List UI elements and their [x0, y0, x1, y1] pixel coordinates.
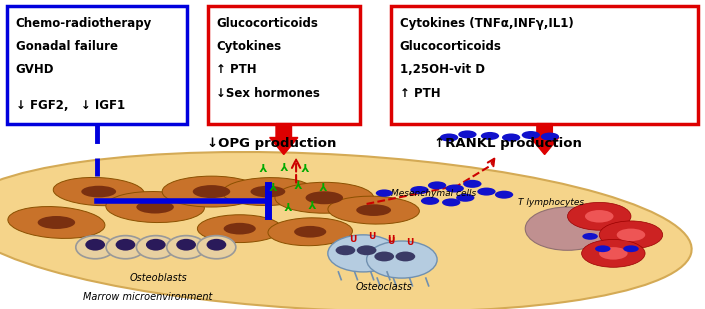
Text: U: U — [407, 238, 414, 247]
Text: Y: Y — [282, 159, 289, 169]
Ellipse shape — [356, 204, 391, 216]
Ellipse shape — [197, 236, 235, 259]
Text: Osteoclasts: Osteoclasts — [356, 282, 412, 292]
Text: Y: Y — [303, 160, 310, 170]
Text: Osteoblasts: Osteoblasts — [130, 273, 188, 283]
Ellipse shape — [106, 192, 204, 222]
Ellipse shape — [106, 236, 145, 259]
Circle shape — [481, 132, 499, 140]
Ellipse shape — [81, 186, 116, 197]
Ellipse shape — [367, 241, 437, 278]
Text: ↓ FGF2,   ↓ IGF1: ↓ FGF2, ↓ IGF1 — [16, 99, 125, 112]
Ellipse shape — [275, 182, 374, 213]
Circle shape — [623, 245, 639, 252]
Text: Y: Y — [296, 177, 303, 187]
Text: Y: Y — [286, 199, 293, 209]
Ellipse shape — [54, 177, 144, 206]
Text: ↓Sex hormones: ↓Sex hormones — [216, 87, 320, 99]
FancyArrow shape — [531, 124, 559, 154]
Text: U: U — [368, 232, 375, 241]
Ellipse shape — [599, 247, 627, 260]
Ellipse shape — [357, 245, 376, 255]
Text: Cytokines (TNFα,INFγ,IL1): Cytokines (TNFα,INFγ,IL1) — [400, 17, 573, 30]
Ellipse shape — [305, 191, 343, 204]
Ellipse shape — [328, 196, 419, 224]
Ellipse shape — [268, 218, 352, 246]
Ellipse shape — [582, 239, 645, 267]
Circle shape — [442, 198, 460, 206]
Ellipse shape — [176, 239, 196, 251]
Text: Mesenchymal cells: Mesenchymal cells — [391, 188, 477, 198]
Text: U: U — [349, 235, 356, 244]
Ellipse shape — [374, 252, 394, 261]
Ellipse shape — [116, 239, 135, 251]
Circle shape — [477, 188, 496, 196]
Text: Marrow microenvironment: Marrow microenvironment — [83, 292, 213, 302]
Text: Y: Y — [261, 160, 268, 170]
Circle shape — [582, 233, 598, 240]
Ellipse shape — [76, 236, 115, 259]
Circle shape — [446, 184, 464, 193]
Text: Gonadal failure: Gonadal failure — [16, 40, 118, 53]
Ellipse shape — [37, 216, 75, 229]
Text: ↑ PTH: ↑ PTH — [216, 63, 257, 76]
Ellipse shape — [167, 236, 206, 259]
Ellipse shape — [0, 152, 692, 309]
Circle shape — [541, 133, 559, 141]
Circle shape — [428, 181, 446, 189]
Text: ↑ PTH: ↑ PTH — [400, 87, 441, 99]
Text: Cytokines: Cytokines — [216, 40, 281, 53]
Ellipse shape — [585, 210, 613, 222]
Text: Y: Y — [271, 179, 278, 189]
Ellipse shape — [197, 215, 282, 243]
Ellipse shape — [617, 229, 645, 241]
Ellipse shape — [396, 252, 415, 261]
Text: T lymphocytes: T lymphocytes — [518, 198, 584, 207]
Text: ↓OPG production: ↓OPG production — [207, 137, 336, 150]
Circle shape — [421, 197, 439, 205]
Ellipse shape — [222, 178, 314, 205]
Ellipse shape — [328, 235, 398, 272]
Ellipse shape — [223, 223, 256, 235]
Text: Y: Y — [310, 197, 317, 207]
Ellipse shape — [207, 239, 226, 251]
Text: Glucocorticoids: Glucocorticoids — [400, 40, 502, 53]
Ellipse shape — [250, 186, 286, 197]
Circle shape — [522, 131, 540, 139]
Ellipse shape — [137, 236, 175, 259]
Circle shape — [440, 133, 458, 142]
Circle shape — [410, 186, 429, 194]
FancyArrow shape — [269, 124, 298, 154]
Ellipse shape — [336, 245, 355, 255]
Text: 1,25OH-vit D: 1,25OH-vit D — [400, 63, 485, 76]
Text: Chemo-radiotherapy: Chemo-radiotherapy — [16, 17, 152, 30]
Ellipse shape — [525, 207, 610, 250]
Text: ↑RANKL production: ↑RANKL production — [434, 137, 582, 150]
Circle shape — [595, 245, 611, 252]
Text: Y: Y — [321, 179, 328, 189]
Ellipse shape — [568, 202, 631, 230]
Circle shape — [495, 191, 513, 199]
Circle shape — [463, 180, 482, 188]
Ellipse shape — [136, 201, 174, 214]
Ellipse shape — [85, 239, 105, 251]
Text: GVHD: GVHD — [16, 63, 54, 76]
FancyBboxPatch shape — [391, 6, 698, 124]
Text: U: U — [387, 235, 394, 244]
Circle shape — [458, 130, 477, 138]
FancyBboxPatch shape — [7, 6, 187, 124]
Circle shape — [502, 133, 520, 142]
Ellipse shape — [599, 221, 663, 249]
Ellipse shape — [162, 176, 261, 207]
Ellipse shape — [8, 206, 105, 239]
Ellipse shape — [294, 226, 326, 238]
Text: U: U — [388, 236, 395, 246]
Ellipse shape — [146, 239, 166, 251]
Ellipse shape — [192, 185, 231, 198]
Circle shape — [456, 194, 474, 202]
FancyBboxPatch shape — [208, 6, 360, 124]
Circle shape — [376, 189, 393, 197]
Text: Glucocorticoids: Glucocorticoids — [216, 17, 319, 30]
